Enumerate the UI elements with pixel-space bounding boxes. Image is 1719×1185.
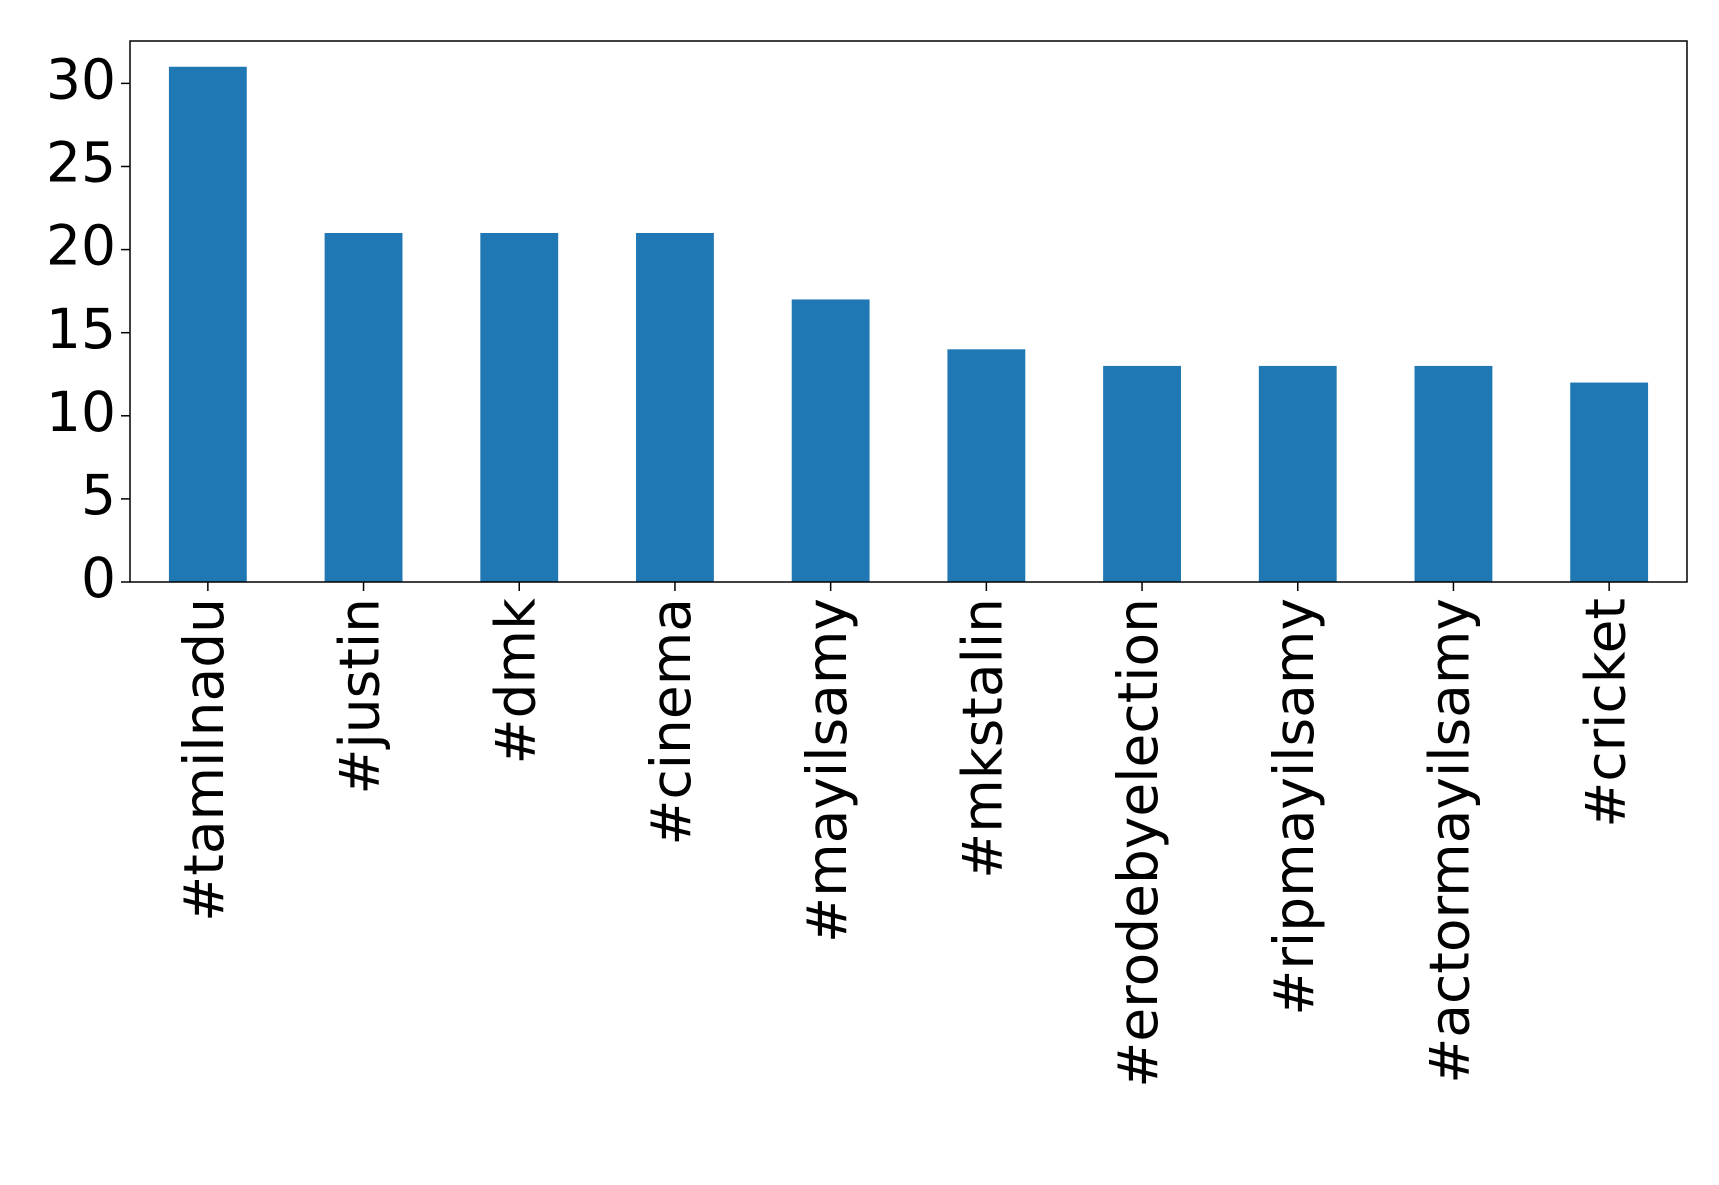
bar <box>1103 365 1181 582</box>
x-tick-label: #erodebyelection <box>1106 598 1170 1088</box>
bar <box>168 66 247 582</box>
y-tick-label: 20 <box>46 214 116 278</box>
bar <box>1414 365 1493 582</box>
y-tick-label: 5 <box>81 463 116 527</box>
x-tick-label: #tamilnadu <box>172 598 236 922</box>
bar <box>791 299 870 582</box>
x-tick-label: #cinema <box>639 598 703 846</box>
bar <box>480 232 559 582</box>
x-tick-label: #cricket <box>1573 598 1637 828</box>
y-tick-label: 0 <box>81 546 116 610</box>
x-tick-label: #ripmayilsamy <box>1262 598 1326 1016</box>
y-tick-label: 15 <box>46 297 116 361</box>
bar <box>1258 365 1337 582</box>
x-tick-label: #mayilsamy <box>795 598 859 943</box>
bar <box>636 232 714 582</box>
x-tick-label: #justin <box>328 598 392 795</box>
y-tick-label: 30 <box>46 48 116 112</box>
x-tick-label: #dmk <box>483 598 547 765</box>
y-tick-label: 25 <box>46 131 116 195</box>
y-tick-label: 10 <box>46 380 116 444</box>
bar <box>1570 382 1649 582</box>
x-tick-label: #actormayilsamy <box>1418 598 1482 1084</box>
bar <box>324 232 403 582</box>
x-tick-label: #mkstalin <box>950 598 1014 879</box>
plot-frame <box>129 40 1688 583</box>
bar <box>947 349 1026 582</box>
